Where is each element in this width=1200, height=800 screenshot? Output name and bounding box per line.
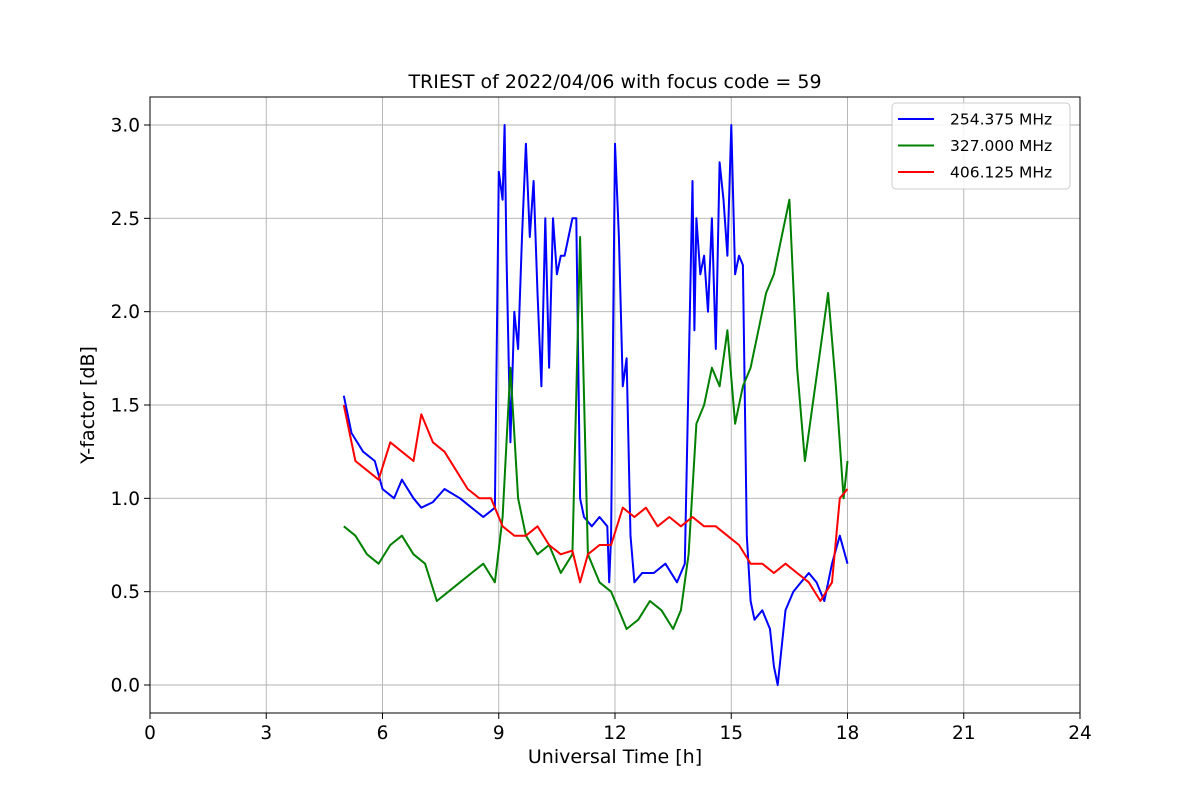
x-tick-label: 0: [144, 723, 156, 744]
chart-title: TRIEST of 2022/04/06 with focus code = 5…: [407, 71, 821, 93]
y-tick-label: 2.0: [111, 302, 140, 323]
legend-label-2: 406.125 MHz: [950, 164, 1052, 182]
y-tick-label: 0.5: [111, 582, 140, 603]
x-tick-label: 12: [603, 723, 627, 744]
x-tick-label: 15: [719, 723, 743, 744]
y-tick-label: 1.5: [111, 396, 140, 417]
legend-label-0: 254.375 MHz: [950, 111, 1052, 129]
x-tick-label: 24: [1068, 723, 1092, 744]
legend-label-1: 327.000 MHz: [950, 137, 1052, 155]
x-axis-ticks: 0 3 6 9 12 15 18 21 24: [144, 713, 1092, 744]
x-tick-label: 21: [952, 723, 976, 744]
plot-series: [342, 124, 849, 686]
y-tick-label: 0.0: [111, 676, 140, 697]
series-line-0: [342, 124, 849, 686]
x-tick-label: 18: [836, 723, 860, 744]
x-tick-label: 9: [493, 723, 505, 744]
series-line-1: [343, 198, 849, 630]
y-tick-label: 2.5: [111, 209, 140, 230]
series-line-2: [342, 404, 849, 602]
x-axis-label: Universal Time [h]: [528, 746, 702, 768]
y-tick-label: 3.0: [111, 116, 140, 137]
y-axis-label: Y-factor [dB]: [77, 346, 99, 465]
y-tick-label: 1.0: [111, 489, 140, 510]
x-tick-label: 3: [260, 723, 272, 744]
x-tick-label: 6: [377, 723, 389, 744]
y-axis-ticks: 0.0 0.5 1.0 1.5 2.0 2.5 3.0: [111, 116, 150, 697]
legend: 254.375 MHz 327.000 MHz 406.125 MHz: [891, 102, 1071, 190]
legend-box: [891, 102, 1071, 190]
